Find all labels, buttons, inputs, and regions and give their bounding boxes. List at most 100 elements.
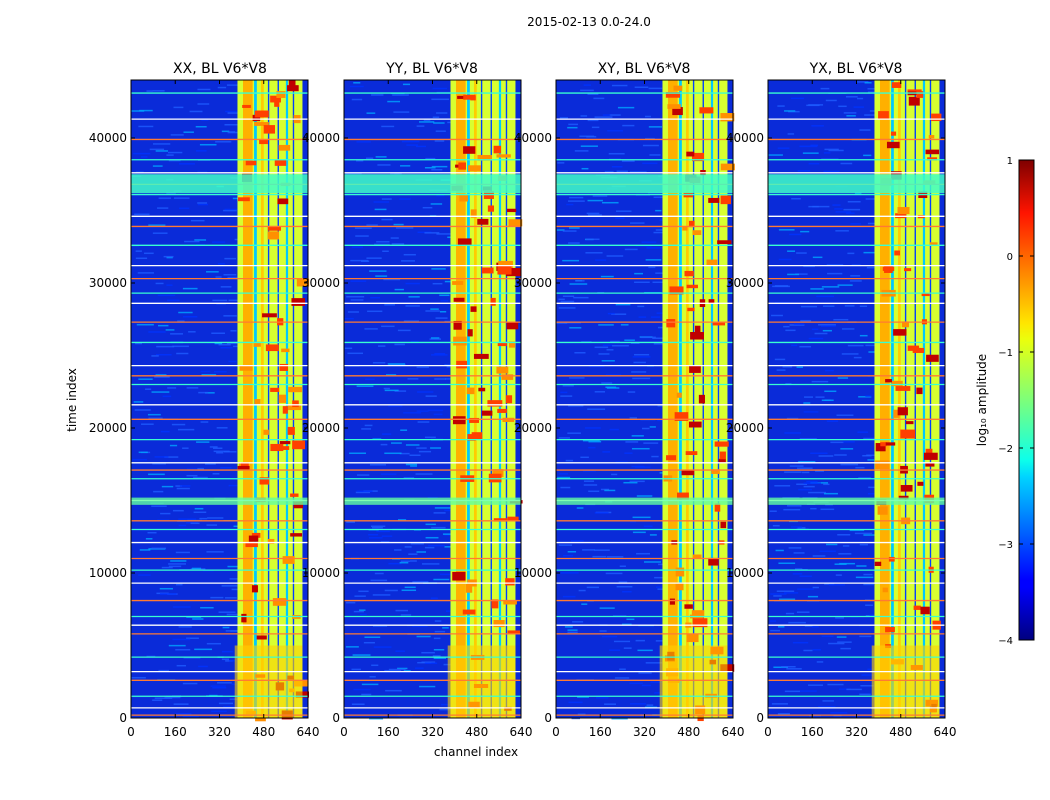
- noise-cell: [175, 648, 191, 651]
- rfi-hotspot: [686, 151, 695, 157]
- rfi-hotspot: [884, 266, 893, 273]
- x-tick-label: 160: [377, 725, 400, 739]
- rfi-hotspot: [282, 556, 295, 564]
- rfi-hotspot: [452, 571, 466, 581]
- noise-cell: [424, 436, 436, 439]
- noise-cell: [834, 208, 843, 210]
- noise-cell: [859, 305, 868, 307]
- noise-cell: [619, 668, 626, 670]
- noise-cell: [804, 396, 814, 398]
- noise-cell: [409, 560, 417, 562]
- noise-cell: [217, 86, 227, 89]
- noise-cell: [359, 609, 366, 611]
- noise-cell: [783, 325, 790, 328]
- noise-cell: [436, 112, 448, 114]
- rfi-hotspot: [908, 96, 920, 106]
- noise-cell: [616, 210, 632, 212]
- noise-cell: [810, 144, 818, 147]
- noise-cell: [176, 713, 192, 715]
- noise-cell: [868, 351, 876, 353]
- noise-cell: [138, 574, 151, 576]
- noise-cell: [797, 527, 806, 529]
- noise-cell: [820, 508, 835, 511]
- noise-cell: [843, 208, 861, 211]
- noise-cell: [158, 669, 170, 672]
- noise-cell: [134, 409, 151, 411]
- noise-cell: [853, 106, 865, 108]
- rfi-hotspot: [240, 462, 249, 467]
- noise-cell: [605, 374, 622, 376]
- rfi-hotspot: [296, 278, 310, 287]
- noise-cell: [812, 586, 819, 589]
- figure-title: 2015-02-13 0.0-24.0: [527, 15, 651, 29]
- rfi-hotspot: [252, 114, 261, 122]
- rfi-hotspot: [875, 443, 886, 452]
- noise-cell: [444, 280, 453, 283]
- noise-cell: [154, 697, 173, 699]
- noise-cell: [783, 508, 801, 511]
- noise-cell: [583, 84, 591, 86]
- panel-title-xx: XX, BL V6*V8: [173, 61, 267, 77]
- noise-cell: [433, 122, 445, 124]
- noise-cell: [850, 223, 861, 225]
- noise-cell: [795, 568, 803, 570]
- noise-cell: [373, 201, 390, 203]
- noise-cell: [431, 268, 446, 270]
- rfi-hotspot: [708, 197, 720, 203]
- noise-cell: [400, 165, 411, 167]
- rfi-hotspot: [488, 473, 502, 483]
- noise-cell: [793, 323, 805, 325]
- noise-cell: [568, 200, 585, 202]
- noise-cell: [404, 546, 412, 548]
- noise-cell: [565, 459, 574, 462]
- noise-cell: [789, 324, 805, 326]
- noise-cell: [415, 145, 427, 148]
- y-tick-label: 30000: [302, 276, 340, 290]
- noise-cell: [214, 342, 223, 345]
- noise-cell: [212, 241, 226, 243]
- noise-cell: [594, 391, 606, 393]
- noise-cell: [655, 272, 669, 274]
- noise-cell: [592, 555, 607, 558]
- noise-cell: [582, 439, 600, 442]
- noise-cell: [392, 94, 409, 96]
- noise-cell: [649, 154, 661, 156]
- noise-cell: [376, 530, 390, 533]
- x-tick-label: 160: [801, 725, 824, 739]
- noise-cell: [197, 203, 209, 206]
- panel-title-yx: YX, BL V6*V8: [809, 61, 903, 77]
- noise-cell: [796, 611, 810, 613]
- noise-cell: [859, 635, 872, 638]
- noise-cell: [572, 621, 584, 623]
- noise-cell: [198, 665, 208, 668]
- noise-cell: [560, 395, 573, 397]
- noise-cell: [228, 299, 246, 302]
- noise-cell: [616, 585, 633, 588]
- noise-cell: [611, 717, 628, 720]
- noise-cell: [785, 329, 796, 332]
- noise-cell: [562, 385, 574, 387]
- noise-cell: [631, 371, 647, 373]
- rfi-hotspot: [490, 297, 496, 306]
- noise-cell: [173, 703, 189, 705]
- noise-cell: [559, 117, 568, 119]
- x-tick-label: 0: [552, 725, 560, 739]
- noise-cell: [577, 713, 586, 716]
- x-tick-label: 320: [208, 725, 231, 739]
- noise-cell: [782, 366, 793, 368]
- noise-cell: [233, 345, 241, 348]
- noise-cell: [587, 119, 599, 122]
- noise-cell: [816, 295, 835, 298]
- noise-cell: [430, 597, 438, 599]
- noise-cell: [630, 520, 637, 523]
- x-tick-labels: 0 160 320 480 640 0 160 320 480 640 0 160 320 480 640 0…: [127, 725, 956, 739]
- noise-cell: [351, 98, 363, 101]
- noise-cell: [787, 250, 796, 252]
- noise-cell: [811, 380, 829, 383]
- noise-cell: [227, 131, 243, 134]
- noise-cell: [635, 466, 651, 468]
- noise-cell: [157, 207, 169, 209]
- noise-cell: [412, 625, 428, 628]
- noise-cell: [808, 491, 827, 494]
- noise-cell: [569, 283, 588, 285]
